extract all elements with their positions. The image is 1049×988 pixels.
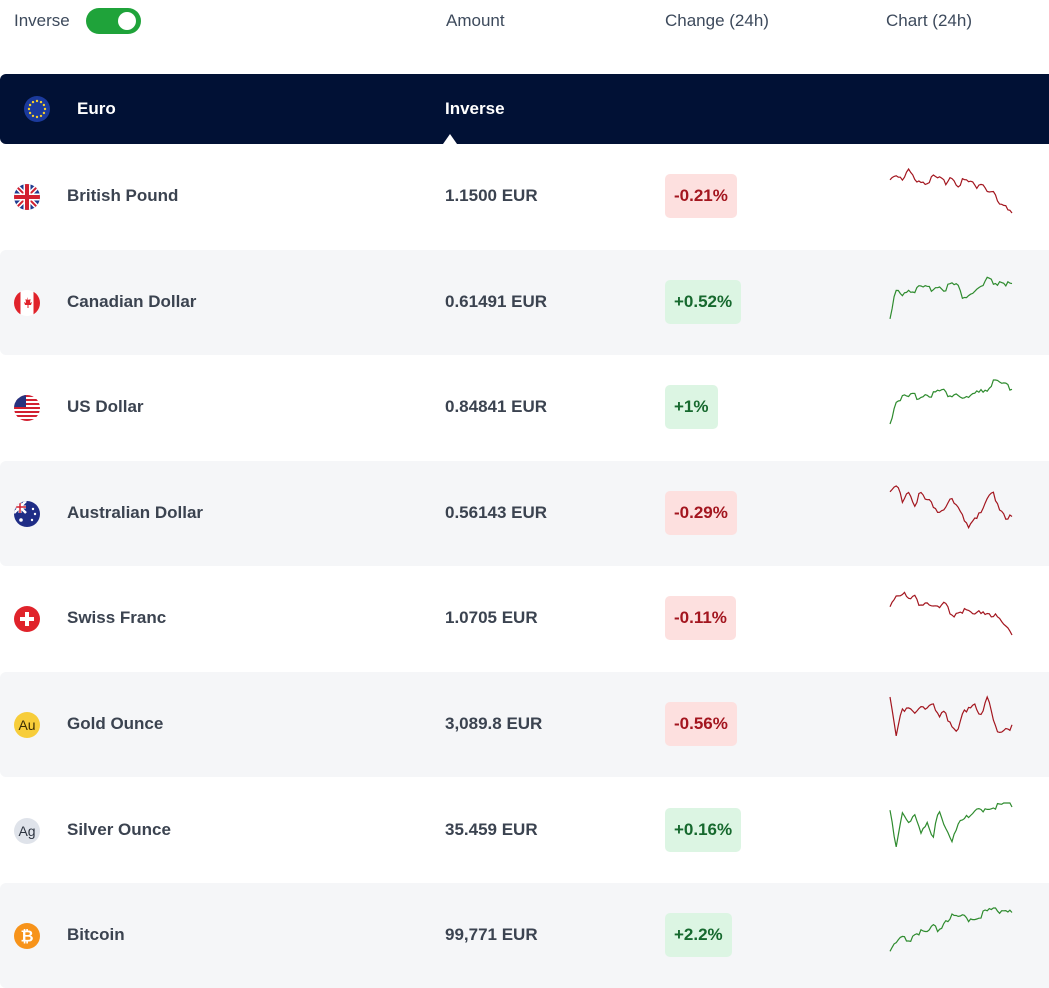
canada-flag-icon	[14, 289, 40, 321]
eu-flag-icon	[24, 96, 50, 122]
base-mode-label: Inverse	[445, 99, 505, 118]
currency-amount: 35.459 EUR	[445, 819, 538, 839]
currency-row[interactable]: Canadian Dollar 0.61491 EUR +0.52%	[0, 249, 1049, 355]
inverse-toggle[interactable]	[86, 8, 141, 34]
currency-row[interactable]: British Pound 1.1500 EUR -0.21%	[0, 144, 1049, 249]
sparkline-chart	[889, 801, 1013, 847]
currency-table-header: Inverse Amount Change (24h) Chart (24h)	[0, 0, 1049, 42]
bitcoin-icon: ₿	[14, 923, 40, 954]
change-badge: -0.29%	[665, 490, 737, 535]
currency-name: US Dollar	[67, 397, 144, 417]
sparkline-chart	[889, 167, 1013, 214]
sparkline-chart	[889, 276, 1013, 319]
change-badge: +1%	[665, 385, 718, 430]
sparkline-line	[889, 591, 1013, 636]
svg-text:₿: ₿	[20, 928, 33, 946]
currency-name: British Pound	[67, 186, 179, 205]
currency-amount: 0.61491 EUR	[445, 291, 548, 311]
currency-name: Silver Ounce	[67, 819, 171, 839]
currency-name: Canadian Dollar	[67, 291, 197, 311]
change-badge: +0.52%	[665, 279, 742, 324]
change-badge: -0.56%	[665, 702, 737, 746]
base-currency-name: Euro	[77, 99, 116, 118]
sparkline-line	[889, 695, 1013, 737]
gold-icon: Au	[14, 712, 40, 738]
currency-amount: 3,089.8 EUR	[445, 714, 543, 733]
currency-name: Gold Ounce	[67, 714, 164, 733]
currency-amount: 1.0705 EUR	[445, 608, 538, 628]
currency-name: Swiss Franc	[67, 608, 167, 628]
toggle-knob	[118, 12, 136, 30]
change-badge: -0.11%	[665, 596, 736, 641]
sparkline-line	[889, 801, 1013, 847]
change-column-header: Change (24h)	[665, 11, 769, 30]
silver-icon: Ag	[14, 817, 40, 844]
currency-row[interactable]: Australian Dollar 0.56143 EUR -0.29%	[0, 460, 1049, 566]
sparkline-line	[889, 485, 1013, 529]
currency-amount: 99,771 EUR	[445, 925, 538, 945]
us-flag-icon	[14, 395, 40, 426]
currency-row[interactable]: ₿ Bitcoin 99,771 EUR +2.2%	[0, 883, 1049, 988]
change-badge: -0.21%	[665, 174, 737, 218]
swiss-flag-icon	[14, 606, 40, 637]
currency-amount: 1.1500 EUR	[445, 186, 538, 205]
base-currency-row[interactable]: Euro Inverse	[0, 74, 1049, 144]
sparkline-line	[889, 907, 1013, 952]
amount-column-header: Amount	[446, 11, 505, 30]
change-badge: +0.16%	[665, 807, 742, 852]
sparkline-chart	[889, 379, 1013, 425]
currency-row[interactable]: Au Gold Ounce 3,089.8 EUR -0.56%	[0, 672, 1049, 777]
currency-amount: 0.84841 EUR	[445, 397, 548, 417]
sparkline-chart	[889, 591, 1013, 636]
australia-flag-icon	[14, 500, 40, 532]
sparkline-chart	[889, 695, 1013, 737]
selection-caret	[443, 134, 457, 144]
inverse-label: Inverse	[14, 11, 70, 30]
currency-name: Australian Dollar	[67, 502, 204, 522]
sparkline-line	[889, 379, 1013, 425]
currency-name: Bitcoin	[67, 925, 125, 945]
currency-row[interactable]: Ag Silver Ounce 35.459 EUR +0.16%	[0, 778, 1049, 883]
sparkline-chart	[889, 485, 1013, 529]
change-badge: +2.2%	[665, 913, 732, 958]
sparkline-line	[889, 276, 1013, 319]
currency-row[interactable]: Swiss Franc 1.0705 EUR -0.11%	[0, 566, 1049, 671]
currency-row[interactable]: US Dollar 0.84841 EUR +1%	[0, 355, 1049, 460]
chart-column-header: Chart (24h)	[886, 11, 972, 30]
sparkline-chart	[889, 907, 1013, 952]
sparkline-line	[889, 167, 1013, 214]
currency-amount: 0.56143 EUR	[445, 502, 548, 522]
uk-flag-icon	[14, 184, 40, 215]
